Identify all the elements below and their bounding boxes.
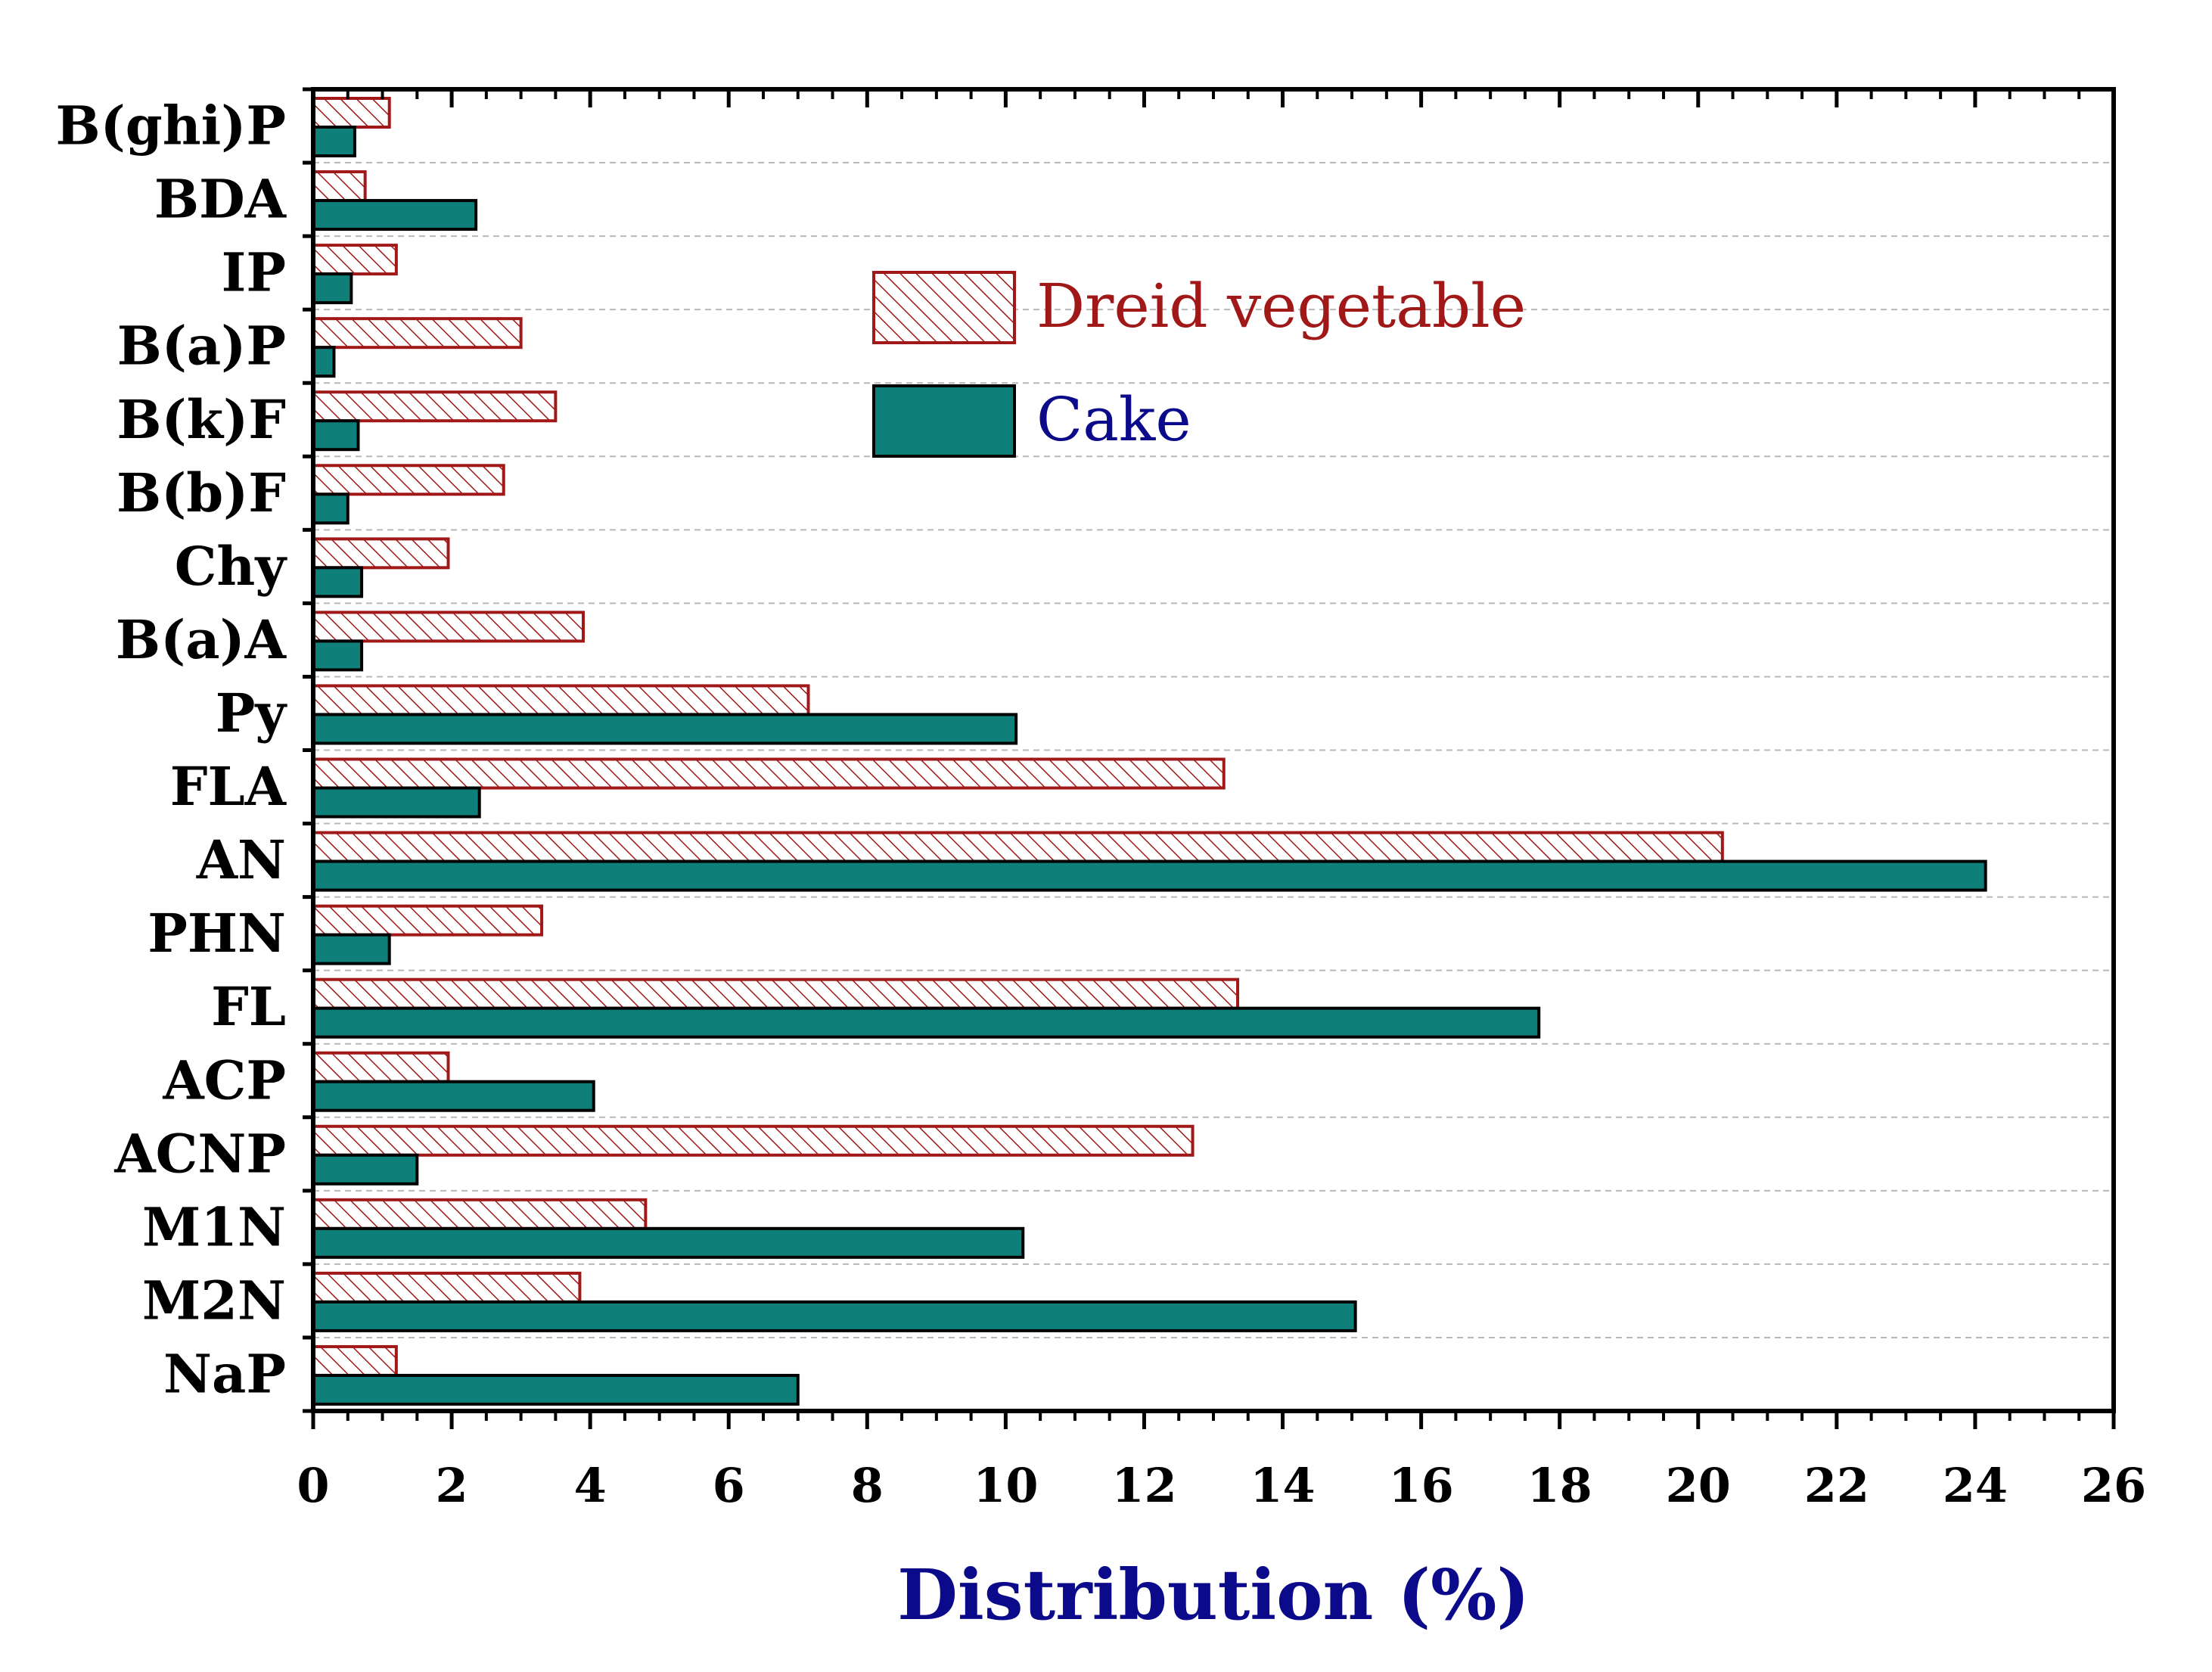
x-tick-labels: 0 2 4 6 8 10 12 14 16 18 20 22 24 26 xyxy=(297,1458,2146,1513)
category-label: B(k)F xyxy=(117,388,286,451)
bar-dried-vegetable xyxy=(312,684,810,716)
bar-dried-vegetable xyxy=(312,244,398,276)
bar-dried-vegetable xyxy=(312,1271,582,1304)
category-label: NaP xyxy=(163,1342,286,1405)
legend-swatch-dried-vegetable xyxy=(872,271,1016,344)
x-tick-label: 22 xyxy=(1804,1458,1869,1513)
bar-dried-vegetable xyxy=(312,757,1226,790)
bar-dried-vegetable xyxy=(312,537,450,570)
bar-cake xyxy=(312,1080,595,1112)
category-label: FL xyxy=(211,975,286,1038)
category-label: Py xyxy=(216,682,288,744)
bar-dried-vegetable xyxy=(312,317,523,350)
category-label: PHN xyxy=(148,902,286,965)
category-label: Chy xyxy=(175,535,288,598)
gridlines xyxy=(313,162,2114,1338)
bar-cake xyxy=(312,1153,419,1186)
x-tick-label: 14 xyxy=(1250,1458,1315,1513)
bar-cake xyxy=(312,713,1018,745)
bar-cake xyxy=(312,272,353,305)
category-label: B(a)P xyxy=(117,315,286,378)
x-tick-label: 20 xyxy=(1666,1458,1731,1513)
x-tick-label: 4 xyxy=(574,1458,607,1513)
bar-cake xyxy=(312,566,364,598)
x-tick-label: 26 xyxy=(2081,1458,2146,1513)
x-tick-label: 24 xyxy=(1943,1458,2008,1513)
bar-cake xyxy=(312,786,481,819)
category-label: B(a)A xyxy=(116,608,287,671)
bar-dried-vegetable xyxy=(312,1344,398,1377)
category-label: ACNP xyxy=(113,1122,286,1185)
category-label: BDA xyxy=(154,168,287,231)
bar-cake xyxy=(312,639,364,672)
legend-swatch-cake xyxy=(872,384,1016,458)
category-label: M2N xyxy=(142,1269,286,1332)
legend: Dreid vegetable Cake xyxy=(872,271,1526,458)
legend-label-cake: Cake xyxy=(1036,384,1191,455)
bar-dried-vegetable xyxy=(312,977,1240,1010)
bar-dried-vegetable xyxy=(312,1198,648,1230)
category-label: AN xyxy=(196,828,286,891)
bar-cake xyxy=(312,1373,800,1406)
bar-dried-vegetable xyxy=(312,390,558,423)
bars-group xyxy=(312,97,1987,1406)
bar-dried-vegetable xyxy=(312,97,391,129)
bar-dried-vegetable xyxy=(312,1124,1195,1157)
bar-cake xyxy=(312,1006,1541,1039)
category-label: ACP xyxy=(162,1049,286,1111)
x-tick-label: 6 xyxy=(713,1458,745,1513)
x-tick-label: 12 xyxy=(1111,1458,1176,1513)
category-label: B(ghi)P xyxy=(56,95,286,157)
x-tick-label: 2 xyxy=(436,1458,468,1513)
category-label: FLA xyxy=(170,755,287,818)
bar-dried-vegetable xyxy=(312,1051,450,1083)
category-labels: B(ghi)PBDAIPB(a)PB(k)FB(b)FChyB(a)APyFLA… xyxy=(56,95,288,1406)
bar-dried-vegetable xyxy=(312,611,585,643)
bar-cake xyxy=(312,1300,1357,1332)
x-axis-label: Distribution (%) xyxy=(897,1554,1530,1636)
bar-cake xyxy=(312,419,360,452)
category-label: IP xyxy=(222,241,286,304)
bar-cake xyxy=(312,199,478,232)
x-tick-label: 8 xyxy=(851,1458,884,1513)
x-tick-label: 0 xyxy=(297,1458,329,1513)
bar-dried-vegetable xyxy=(312,464,505,496)
bar-cake xyxy=(312,493,350,525)
legend-label-dried-vegetable: Dreid vegetable xyxy=(1036,271,1526,341)
category-label: M1N xyxy=(142,1195,286,1258)
bar-dried-vegetable xyxy=(312,904,544,937)
x-axis-ticks xyxy=(311,89,2116,1429)
bar-cake xyxy=(312,933,391,965)
bar-cake xyxy=(312,859,1987,892)
category-label: B(b)F xyxy=(117,462,286,524)
bar-cake xyxy=(312,126,356,157)
x-tick-label: 16 xyxy=(1388,1458,1453,1513)
bar-cake xyxy=(312,346,336,378)
x-tick-label: 18 xyxy=(1527,1458,1592,1513)
bar-cake xyxy=(312,1226,1025,1259)
x-tick-label: 10 xyxy=(973,1458,1038,1513)
bar-dried-vegetable xyxy=(312,170,367,203)
bar-dried-vegetable xyxy=(312,831,1724,863)
